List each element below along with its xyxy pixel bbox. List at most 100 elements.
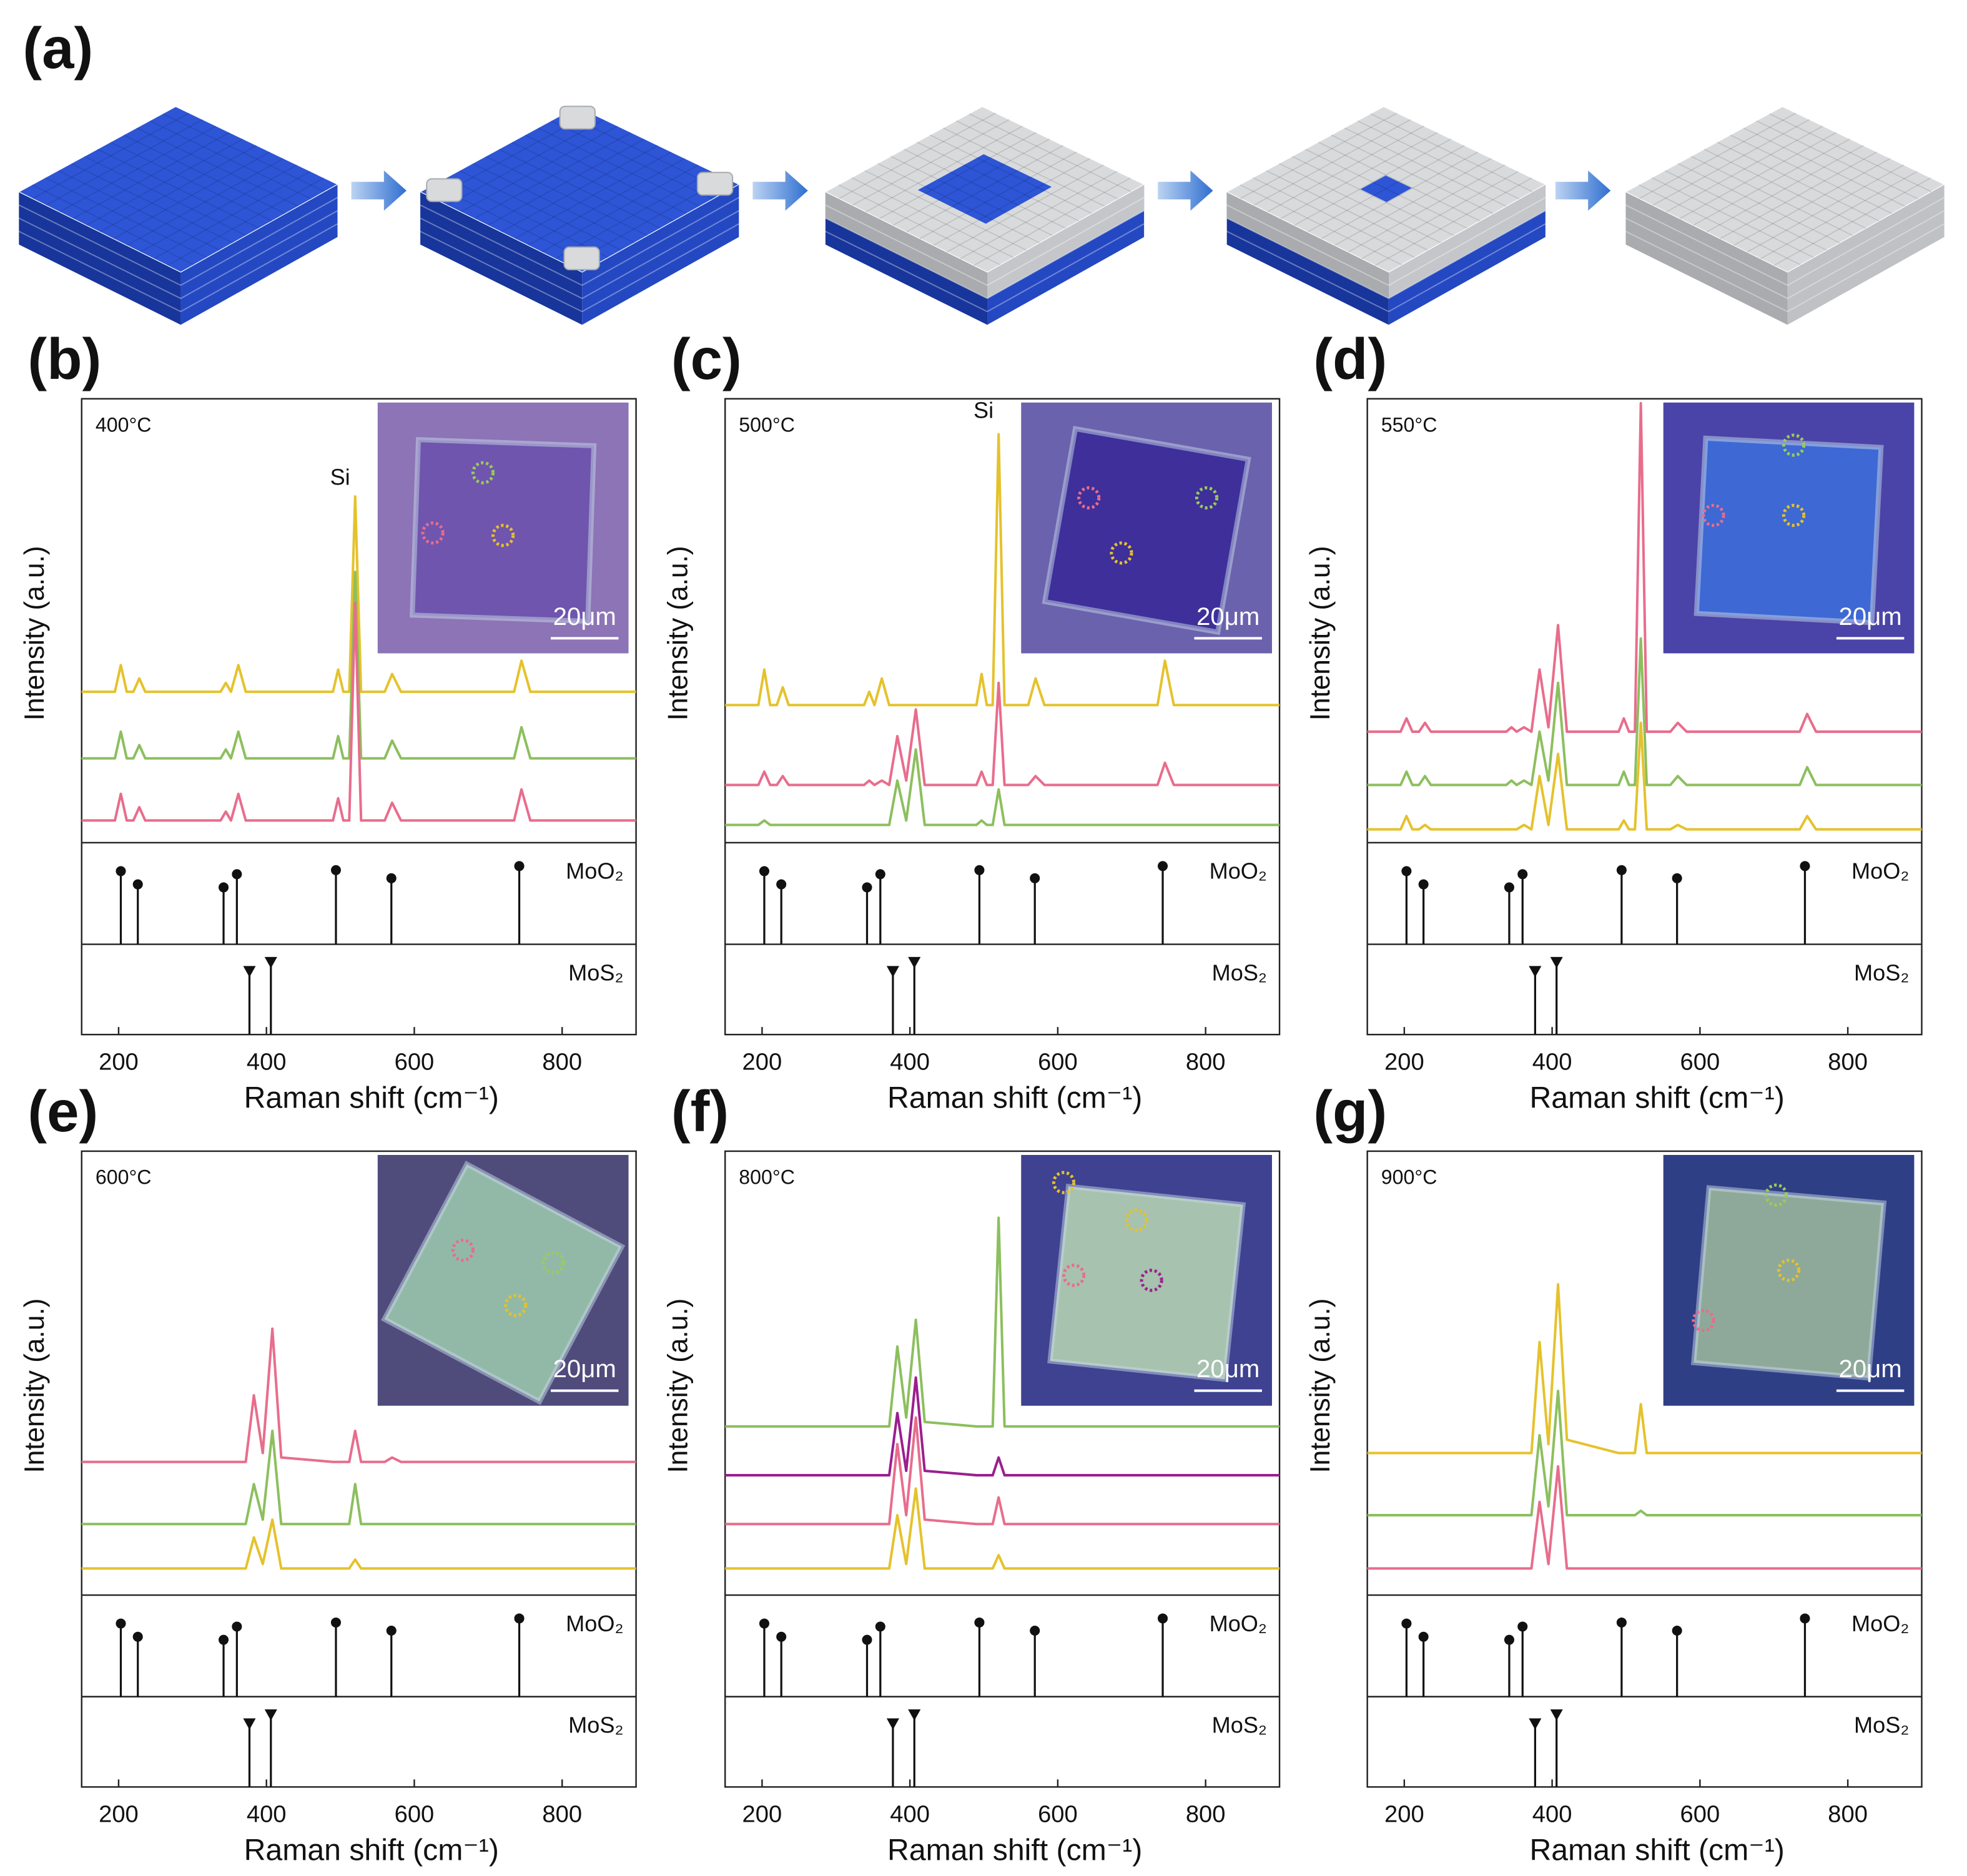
reference-marker [776, 1631, 787, 1642]
inset-marker [1777, 1259, 1801, 1282]
temperature-label: 400°C [96, 413, 152, 436]
block-grid [525, 134, 687, 214]
block-grid [1706, 145, 1864, 233]
schematic [18, 106, 1945, 325]
panel: (f) 20μm 800°C Intensity (a.u.) Raman shift … [663, 1079, 1281, 1867]
reference-name: MoS₂ [1854, 1712, 1909, 1738]
x-tick-label: 400 [890, 1048, 930, 1075]
block-island [426, 178, 463, 202]
block-grid [498, 149, 661, 229]
block-grid [1679, 132, 1837, 219]
block-grid [1773, 177, 1931, 266]
block-layer [420, 230, 583, 313]
block-grid [1240, 184, 1403, 265]
peak-label: Si [974, 398, 993, 423]
block-grid [1703, 149, 1866, 229]
block-layer [180, 223, 338, 313]
block-layer [825, 204, 988, 286]
reference-marker [264, 956, 277, 968]
reference-marker [908, 956, 921, 968]
plot-frame [81, 398, 637, 1036]
y-axis-label: Intensity (a.u.) [1305, 1299, 1336, 1473]
reference-marker [974, 1617, 985, 1628]
reference-marker [974, 865, 985, 875]
block-grid [485, 155, 648, 237]
plot-frame [724, 398, 1281, 1036]
block-grid [1717, 141, 1880, 222]
block-layer [1787, 210, 1945, 299]
block-layer [18, 230, 181, 313]
spectrum [81, 1518, 636, 1570]
spectrum [725, 1376, 1280, 1477]
block-grid [1370, 113, 1533, 192]
x-tick-label: 200 [742, 1048, 782, 1075]
block-grid [1280, 132, 1438, 219]
reference-marker [886, 966, 899, 978]
x-tick-label: 200 [99, 1801, 139, 1828]
block-core [917, 154, 1052, 224]
panel: (c) 20μm 500°C Intensity (a.u.) Raman shift … [663, 327, 1281, 1114]
inset-marker [541, 1251, 565, 1275]
block-top [18, 106, 338, 273]
block-grid [446, 119, 604, 206]
block-grid [487, 138, 645, 226]
block-grid [1652, 119, 1810, 206]
block-side [1625, 192, 1788, 325]
reference-marker [1517, 869, 1528, 880]
inset-flake [381, 1161, 626, 1405]
arrow [1555, 170, 1611, 211]
reference-marker [386, 1625, 397, 1636]
block-grid [1374, 177, 1532, 266]
block-layer [825, 217, 988, 299]
spectrum [81, 601, 636, 822]
reference-marker [886, 1718, 899, 1730]
block-grid [1747, 164, 1905, 253]
block-grid [879, 132, 1037, 219]
x-tick-label: 600 [1038, 1048, 1078, 1075]
reference-marker [1157, 1613, 1168, 1624]
block-grid [839, 112, 996, 199]
block-layer [18, 204, 181, 286]
reference-name: MoO₂ [566, 858, 623, 884]
reference-marker [1418, 1631, 1429, 1642]
block-grid [904, 149, 1066, 229]
block-grid [1651, 177, 1814, 258]
x-tick-label: 800 [1828, 1048, 1868, 1075]
panel: (e) 20μm 600°C Intensity (a.u.) Raman shift … [19, 1079, 637, 1867]
y-axis-label: Intensity (a.u.) [19, 1299, 50, 1473]
block-grid [1266, 170, 1428, 251]
x-tick-label: 800 [1828, 1801, 1868, 1828]
block-grid [1334, 158, 1492, 246]
block-layer [18, 217, 181, 299]
block-grid [1665, 125, 1823, 213]
reference-marker [116, 1618, 126, 1629]
block-grid [136, 127, 299, 207]
block-grid [123, 134, 286, 214]
block-grid [555, 170, 712, 260]
block-grid [1321, 151, 1479, 240]
reference-marker [514, 1613, 525, 1624]
inset-flake [1690, 1185, 1887, 1381]
reference-marker [514, 861, 525, 872]
block-side [1388, 184, 1546, 299]
block-grid [84, 155, 247, 237]
y-axis-label: Intensity (a.u.) [663, 1299, 694, 1473]
reference-name: MoS₂ [568, 960, 623, 985]
inset-marker [1782, 433, 1806, 457]
block-top [1625, 106, 1945, 273]
block-side [1226, 192, 1389, 299]
panel-label: (d) [1313, 327, 1387, 391]
scale-bar-label: 20μm [1196, 602, 1260, 631]
spectrum [725, 748, 1280, 827]
block-layer [1388, 223, 1546, 313]
block-grid [57, 170, 220, 251]
block-grid [946, 164, 1104, 253]
block-grid [459, 170, 622, 251]
spectrum [1367, 721, 1922, 831]
x-tick-label: 200 [99, 1048, 139, 1075]
inset-flake [1042, 426, 1251, 636]
reference-name: MoO₂ [1851, 1611, 1909, 1636]
spectrum [1367, 1465, 1922, 1570]
panel: (g) 20μm 900°C Intensity (a.u.) Raman shift … [1305, 1079, 1923, 1867]
block-side [582, 184, 739, 325]
